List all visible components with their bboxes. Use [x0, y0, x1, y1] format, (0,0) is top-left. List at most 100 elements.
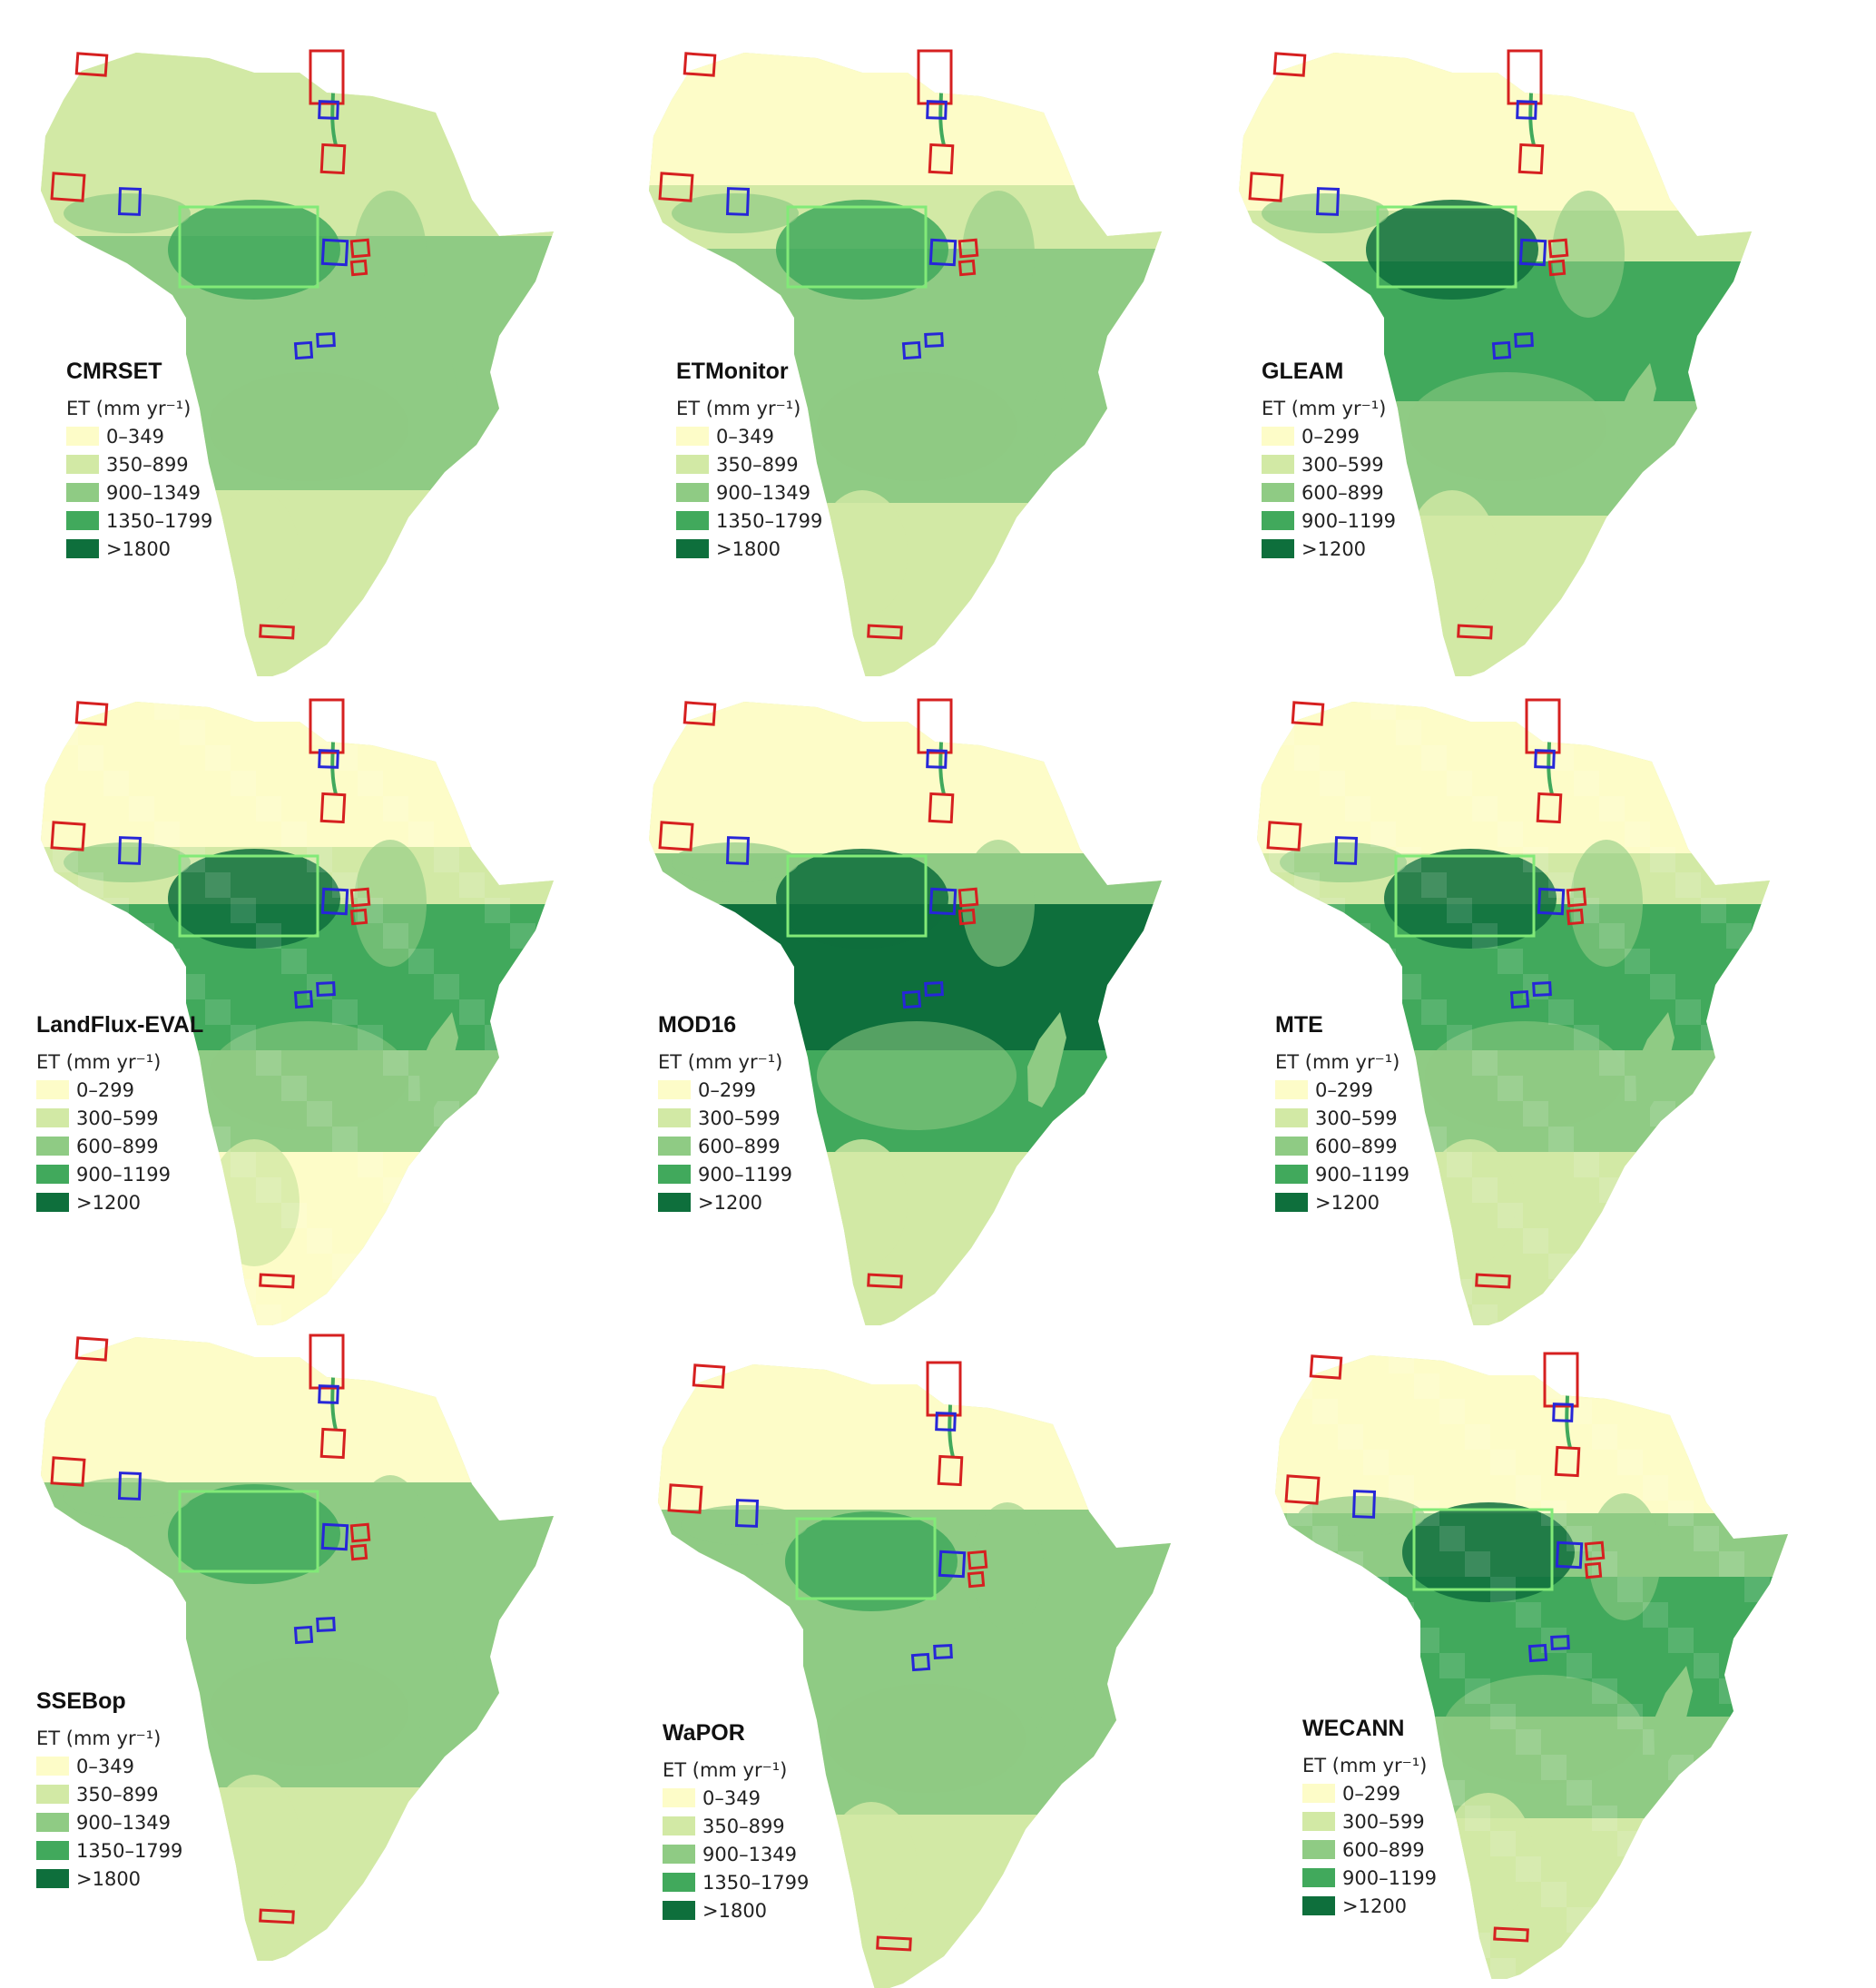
legend-item: 0–349: [36, 1752, 182, 1780]
legend-item: 900–1349: [663, 1840, 809, 1868]
legend-swatch: [1275, 1108, 1308, 1127]
legend-label: 900–1199: [698, 1163, 793, 1186]
legend-item: 300–599: [36, 1104, 171, 1132]
madagascar-shape: [1635, 1012, 1675, 1107]
blue-study-box: [926, 749, 948, 769]
legend-title: ET (mm yr⁻¹): [676, 398, 801, 419]
red-study-box: [867, 624, 903, 640]
legend-swatch: [1302, 1784, 1335, 1803]
legend-title: ET (mm yr⁻¹): [36, 1051, 162, 1073]
legend-label: >1800: [702, 1899, 768, 1922]
legend-label: 300–599: [1342, 1810, 1425, 1833]
legend-swatch: [36, 1757, 69, 1776]
blue-study-box: [117, 836, 142, 865]
legend-label: >1200: [1301, 537, 1367, 560]
legend-swatch: [36, 1080, 69, 1099]
blue-study-box: [938, 1550, 967, 1579]
legend-label: 0–349: [106, 425, 164, 448]
legend-item: 1350–1799: [663, 1868, 809, 1896]
blue-study-box: [1534, 749, 1556, 769]
legend-item: 600–899: [36, 1132, 171, 1160]
legend-swatch: [658, 1080, 691, 1099]
red-study-box: [74, 1336, 109, 1362]
legend-label: 0–299: [1315, 1078, 1373, 1101]
madagascar-shape: [1027, 1012, 1066, 1107]
panel-wapor: WaPOR ET (mm yr⁻¹) 0–349 350–899 900–134…: [635, 1353, 1243, 1988]
red-study-box: [867, 1273, 903, 1289]
legend-swatch: [1262, 427, 1294, 446]
legend-item: >1800: [36, 1865, 182, 1893]
blue-study-box: [320, 1522, 349, 1551]
blue-study-box: [1315, 187, 1341, 216]
red-study-box: [937, 1454, 964, 1487]
legend-title: ET (mm yr⁻¹): [1262, 398, 1387, 419]
panel-title: LandFlux-EVAL: [36, 1012, 204, 1038]
red-study-box: [309, 49, 345, 105]
et-map-landflux-eval: [41, 698, 554, 1325]
blue-study-box: [318, 100, 339, 120]
legend: ET (mm yr⁻¹) 0–349 350–899 900–1349 1350…: [663, 1757, 809, 1924]
legend-item: 350–899: [663, 1812, 809, 1840]
legend-swatch: [1262, 511, 1294, 530]
blue-study-box: [926, 100, 948, 120]
legend-swatch: [658, 1108, 691, 1127]
legend-item: 300–599: [1275, 1104, 1409, 1132]
red-study-box: [1475, 1273, 1511, 1289]
madagascar-shape: [1036, 1675, 1076, 1770]
legend-item: >1200: [1275, 1188, 1409, 1216]
red-study-box: [1584, 1540, 1606, 1561]
et-map-wecann: [1275, 1352, 1788, 1979]
red-study-box: [1266, 821, 1302, 851]
legend-item: 600–899: [1275, 1132, 1409, 1160]
legend-label: 1350–1799: [76, 1839, 183, 1862]
red-study-box: [349, 259, 368, 277]
legend-swatch: [36, 1785, 69, 1804]
blue-study-box: [318, 1384, 339, 1404]
blue-study-box: [933, 1643, 953, 1660]
legend-swatch: [676, 539, 709, 558]
panel-title: CMRSET: [66, 359, 162, 384]
red-study-box: [926, 1361, 962, 1417]
legend-swatch: [36, 1193, 69, 1212]
legend-title: ET (mm yr⁻¹): [658, 1051, 783, 1073]
red-study-box: [692, 1363, 726, 1389]
legend: ET (mm yr⁻¹) 0–299 300–599 600–899 900–1…: [1302, 1752, 1437, 1920]
legend-item: 900–1349: [36, 1808, 182, 1836]
blue-study-box: [1537, 887, 1566, 916]
panel-etmonitor: ETMonitor ET (mm yr⁻¹) 0–349 350–899 900…: [626, 41, 1234, 676]
congo-basin-box: [1376, 205, 1517, 289]
legend-item: 0–299: [1262, 422, 1396, 450]
map-layer: [1257, 698, 1770, 1325]
blue-study-box: [924, 980, 944, 998]
legend-label: 300–599: [76, 1107, 159, 1129]
legend-label: 900–1199: [1315, 1163, 1410, 1186]
legend-swatch: [66, 455, 99, 474]
panel-title: MTE: [1275, 1012, 1323, 1038]
madagascar-shape: [419, 1648, 458, 1743]
congo-basin-box: [1394, 854, 1536, 938]
et-map-mod16: [649, 698, 1162, 1325]
legend-swatch: [676, 427, 709, 446]
legend-label: 0–349: [716, 425, 774, 448]
blue-study-box: [1333, 836, 1359, 865]
red-study-box: [928, 792, 955, 824]
panel-gleam: GLEAM ET (mm yr⁻¹) 0–299 300–599 600–899…: [1216, 41, 1824, 676]
red-study-box: [50, 821, 86, 851]
legend-label: >1800: [716, 537, 781, 560]
legend-label: 600–899: [1342, 1838, 1425, 1861]
legend-label: 0–349: [702, 1786, 761, 1809]
legend-label: 900–1349: [702, 1843, 798, 1865]
legend-swatch: [1262, 483, 1294, 502]
red-study-box: [958, 238, 979, 259]
red-study-box: [1554, 1445, 1581, 1478]
red-study-box: [683, 701, 717, 726]
legend: ET (mm yr⁻¹) 0–349 350–899 900–1349 1350…: [66, 395, 212, 563]
legend-item: 900–1199: [36, 1160, 171, 1188]
legend-item: 900–1349: [676, 478, 822, 507]
blue-study-box: [910, 1652, 931, 1672]
blue-study-box: [901, 340, 922, 360]
madagascar-shape: [1654, 1666, 1693, 1761]
legend-title: ET (mm yr⁻¹): [663, 1759, 788, 1781]
red-study-box: [876, 1935, 912, 1952]
legend-swatch: [36, 1137, 69, 1156]
